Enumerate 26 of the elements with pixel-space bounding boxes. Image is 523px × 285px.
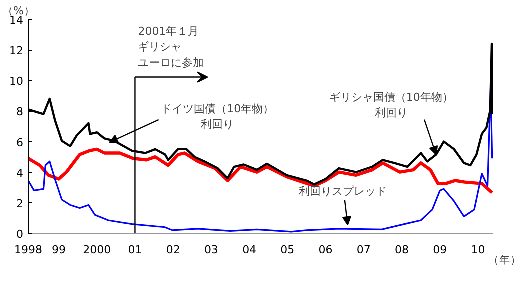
y-tick-label: 6 — [16, 136, 24, 150]
x-tick-label: 02 — [166, 244, 180, 256]
ref-line-label: 2001年１月ギリシャユーロに参加 — [138, 25, 204, 70]
line-series — [28, 148, 494, 195]
x-tick-label: 08 — [395, 244, 410, 256]
y-tick-label: 0 — [16, 228, 24, 241]
text: （年） — [488, 254, 522, 266]
y-tick-label: 4 — [16, 166, 24, 180]
x-tick-label: 99 — [52, 244, 66, 256]
x-tick-label: 10 — [471, 244, 486, 256]
x-tick-label: 03 — [204, 244, 218, 256]
x-tick-label: 07 — [356, 244, 371, 256]
annotation: 利回りスプレッド — [298, 185, 387, 198]
annotation: ドイツ国債（10年物）利回り — [161, 102, 274, 132]
x-tick-label: 06 — [318, 244, 333, 256]
x-tick-label: 01 — [128, 244, 142, 256]
y-tick-label: 8 — [16, 106, 24, 119]
annotation: ギリシャ国債（10年物）利回り — [329, 90, 454, 120]
x-tick-label: 09 — [433, 244, 448, 256]
x-tick-label: 04 — [242, 244, 257, 256]
x-tick-label: 05 — [280, 244, 295, 256]
y-tick-label: 12 — [10, 44, 24, 58]
y-tick-label: 10 — [10, 75, 24, 88]
y-tick-label: 2 — [16, 197, 24, 210]
x-tick-label: 1998 — [14, 244, 43, 256]
x-tick-label: 2000 — [83, 244, 112, 256]
